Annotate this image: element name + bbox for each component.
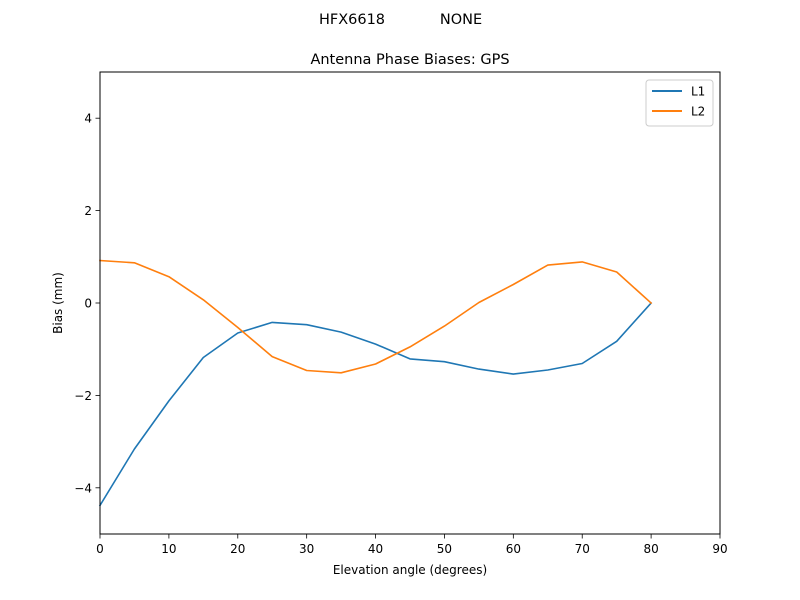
y-tick-label: 0	[84, 297, 92, 311]
plot-area	[100, 72, 720, 534]
series-line-l2	[99, 259, 653, 374]
x-tick-label: 90	[712, 542, 727, 556]
legend-label-l1: L1	[691, 85, 705, 99]
x-axis-label: Elevation angle (degrees)	[333, 563, 487, 577]
x-tick-label: 40	[368, 542, 383, 556]
chart-title: Antenna Phase Biases: GPS	[310, 52, 509, 68]
y-axis-ticks: −4 −2 0 2 4	[74, 112, 100, 495]
y-tick-label: 2	[84, 204, 92, 218]
y-tick-label: 4	[84, 112, 92, 126]
x-tick-label: 50	[437, 542, 452, 556]
x-tick-label: 60	[506, 542, 521, 556]
x-tick-label: 20	[230, 542, 245, 556]
x-tick-label: 0	[96, 542, 104, 556]
x-tick-label: 80	[643, 542, 658, 556]
x-axis-ticks: 0 10 20 30 40 50 60 70 80 90	[96, 534, 728, 556]
suptitle-left: HFX6618	[319, 12, 385, 28]
x-tick-label: 30	[299, 542, 314, 556]
suptitle-right: NONE	[440, 12, 482, 28]
legend: L1 L2	[645, 79, 714, 127]
y-tick-label: −4	[74, 481, 92, 495]
plot-frame	[99, 71, 721, 535]
x-tick-label: 70	[575, 542, 590, 556]
x-tick-label: 10	[161, 542, 176, 556]
series-line-l1	[98, 301, 653, 507]
series-layer	[98, 259, 653, 507]
y-axis-label: Bias (mm)	[51, 272, 65, 334]
legend-label-l2: L2	[691, 105, 705, 119]
y-tick-label: −2	[74, 389, 92, 403]
